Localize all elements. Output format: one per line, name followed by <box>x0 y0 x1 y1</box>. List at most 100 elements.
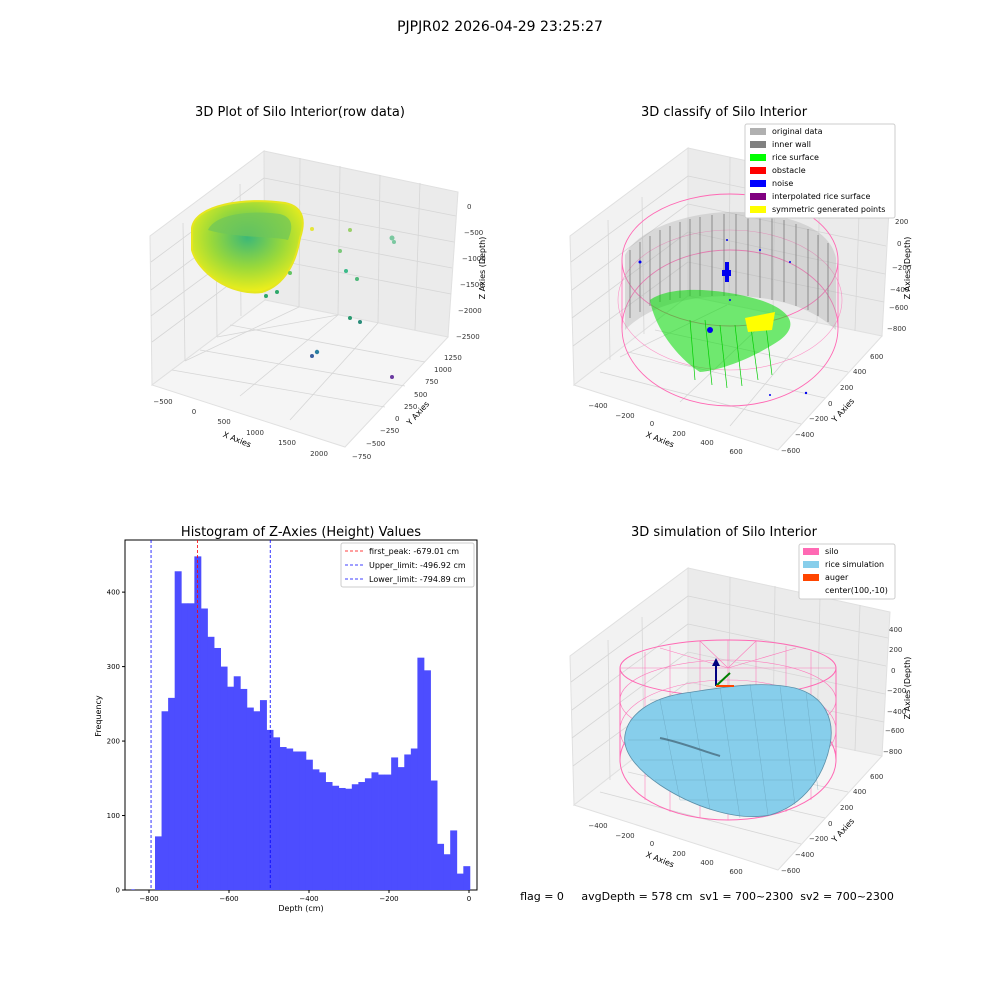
legend-symmetric-generated-points: symmetric generated points <box>772 205 885 214</box>
histogram-legend: first_peak: -679.01 cm Upper_limit: -496… <box>340 542 475 588</box>
histogram-bar <box>253 711 261 890</box>
histogram-bar <box>312 769 320 890</box>
p2-ztick: −200 <box>892 264 911 272</box>
histogram-bar <box>364 778 372 890</box>
p1-ztick: −1000 <box>462 255 486 263</box>
p4-ztick: −600 <box>885 727 904 735</box>
p1-ztick: 0 <box>467 203 471 211</box>
panel4-xlabel: X Axies <box>645 850 676 869</box>
p1-ytick: 1250 <box>444 354 462 362</box>
histogram-x-tick-label: −600 <box>219 895 238 903</box>
histogram-y-tick-label: 200 <box>107 738 120 746</box>
p4-xtick: 600 <box>729 868 742 876</box>
histogram-ylabel: Frequency <box>94 695 103 737</box>
p1-ztick: −500 <box>464 229 483 237</box>
p4-ztick: −400 <box>887 708 906 716</box>
histogram-bar <box>273 737 281 890</box>
histogram-bar <box>410 748 418 890</box>
legend-auger: auger <box>825 573 849 582</box>
histogram-bar <box>397 767 405 890</box>
histogram-bar <box>168 697 176 890</box>
p2-ztick: 200 <box>895 218 908 226</box>
panel2-legend: original data inner wall rice surface ob… <box>744 123 896 219</box>
histogram-bar <box>351 784 359 890</box>
histogram-bar <box>358 782 366 890</box>
histogram-bar <box>417 657 425 890</box>
p1-ytick: −250 <box>380 427 399 435</box>
legend-rice-surface: rice surface <box>772 153 819 162</box>
axis-arrow-y-icon <box>715 672 731 687</box>
p4-ytick: 600 <box>870 773 883 781</box>
p1-ytick: 250 <box>404 403 417 411</box>
histogram-bar <box>286 748 294 890</box>
histogram-y-tick-label: 300 <box>107 663 120 671</box>
p2-xtick: −400 <box>588 402 607 410</box>
legend-inner-wall: inner wall <box>772 140 811 149</box>
figure-suptitle: PJPJR02 2026-04-29 23:25:27 <box>397 19 603 35</box>
panel2-xlabel: X Axies <box>645 430 676 449</box>
p1-ytick: 1000 <box>434 366 452 374</box>
p2-ztick: −400 <box>890 286 909 294</box>
histogram-title: Histogram of Z-Axies (Height) Values <box>181 525 421 540</box>
histogram-bar <box>181 603 189 890</box>
histogram-y-tick-label: 100 <box>107 812 120 820</box>
histogram-x-ticks: −800 −600 −400 −200 0 <box>139 890 471 903</box>
p1-xtick: 1500 <box>278 439 296 447</box>
p4-xtick: 400 <box>700 859 713 867</box>
histogram-x-tick-label: −400 <box>299 895 318 903</box>
p2-ytick: 0 <box>828 400 832 408</box>
p4-ztick: 400 <box>889 626 902 634</box>
histogram-bar <box>463 866 471 890</box>
p1-xtick: 0 <box>192 408 196 416</box>
histogram-bar <box>174 571 182 890</box>
histogram-x-tick-label: 0 <box>467 895 471 903</box>
p1-ytick: 750 <box>425 378 438 386</box>
histogram-bar <box>430 780 438 890</box>
histogram-bar <box>345 788 353 890</box>
p1-ztick: −2000 <box>458 307 482 315</box>
p4-ytick: 400 <box>853 788 866 796</box>
p4-ztick: 0 <box>891 667 895 675</box>
histogram-bar <box>259 700 267 890</box>
p2-ztick: −600 <box>889 304 908 312</box>
histogram-bar <box>220 666 228 890</box>
p4-ytick: 0 <box>828 820 832 828</box>
p1-xtick: −500 <box>153 398 172 406</box>
panel4-tick-labels: −400 −200 0 200 400 600 −600 −400 −200 0… <box>588 626 906 876</box>
histogram-bar <box>319 772 326 890</box>
p1-ytick: −500 <box>366 440 385 448</box>
panel4-silo-and-rice <box>619 639 837 821</box>
histogram-bar <box>207 636 215 890</box>
legend-obstacle: obstacle <box>772 166 806 175</box>
p2-xtick: −200 <box>615 412 634 420</box>
p1-ytick: −750 <box>352 453 371 461</box>
histogram-bar <box>187 603 195 890</box>
p1-ytick: 0 <box>395 415 399 423</box>
p1-xtick: 1000 <box>246 429 264 437</box>
panel-simulation-3d: 3D simulation of Silo Interior <box>569 525 912 876</box>
p2-xtick: 200 <box>672 430 685 438</box>
p2-ytick: −400 <box>795 431 814 439</box>
legend-interpolated-rice-surface: interpolated rice surface <box>772 192 870 201</box>
histogram-bar <box>155 836 162 890</box>
histogram-bar <box>214 647 221 890</box>
panel2-zlabel: Z Axies (Depth) <box>903 237 912 300</box>
legend-upper-limit: Upper_limit: -496.92 cm <box>369 561 466 570</box>
panel2-title: 3D classify of Silo Interior <box>641 105 808 120</box>
histogram-bar <box>384 774 392 890</box>
histogram-bar <box>246 707 254 890</box>
p4-xtick: 200 <box>672 850 685 858</box>
panel-histogram: Histogram of Z-Axies (Height) Values −80… <box>94 525 478 913</box>
legend-lower-limit: Lower_limit: -794.89 cm <box>369 575 466 584</box>
panel1-raw-point-cloud <box>191 200 396 379</box>
p4-ytick: −400 <box>795 851 814 859</box>
histogram-bar <box>240 688 248 890</box>
panel1-title: 3D Plot of Silo Interior(row data) <box>195 105 405 120</box>
p1-xtick: 2000 <box>310 450 328 458</box>
panel4-legend: silo rice simulation auger center(100,-1… <box>798 543 896 600</box>
histogram-bar <box>279 747 287 890</box>
histogram-bar <box>404 754 412 890</box>
panel2-classified-points <box>617 193 843 407</box>
histogram-xlabel: Depth (cm) <box>278 904 323 913</box>
